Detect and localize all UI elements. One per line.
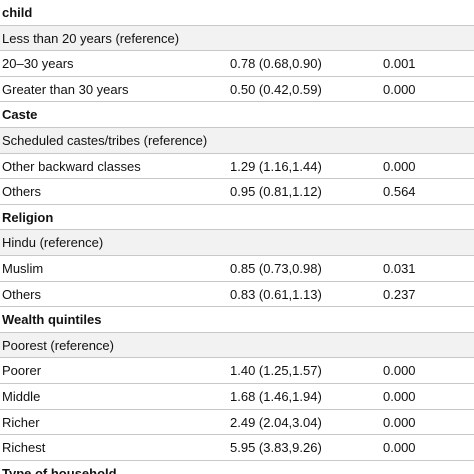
row-label: Poorest (reference) [2, 337, 114, 353]
row-label: Muslim [2, 261, 44, 276]
row-label: Other backward classes [2, 158, 141, 174]
reference-row: Poorest (reference) [0, 332, 474, 359]
odds-ratio: 0.95 (0.81,1.12) [230, 184, 322, 200]
reference-row: Hindu (reference) [0, 230, 474, 256]
section-header: Wealth quintiles [0, 307, 474, 333]
p-value: 0.000 [383, 158, 416, 174]
p-value: 0.000 [383, 363, 416, 379]
row-label: child [2, 5, 33, 20]
odds-ratio: 0.83 (0.61,1.13) [230, 286, 322, 302]
row-label: Religion [2, 209, 54, 225]
row-label: Hindu (reference) [2, 235, 104, 251]
table-row: Other backward classes 1.29 (1.16,1.44) 0.… [0, 154, 474, 180]
row-label: Others [2, 184, 42, 200]
odds-ratio: 1.40 (1.25,1.57) [230, 363, 322, 379]
row-label: Wealth quintiles [2, 312, 102, 328]
row-label: Poorer [2, 363, 42, 379]
row-label: Caste [2, 107, 38, 123]
row-label: Middle [2, 389, 41, 404]
p-value: 0.000 [383, 414, 416, 430]
row-label: Richest [2, 440, 46, 456]
table-row: Richer 2.49 (2.04,3.04) 0.000 [0, 410, 474, 436]
table-row: Middle 1.68 (1.46,1.94) 0.000 [0, 384, 474, 410]
odds-ratio: 1.29 (1.16,1.44) [230, 158, 322, 174]
p-value: 0.237 [383, 286, 416, 302]
p-value: 0.000 [383, 81, 416, 97]
section-header: Caste [0, 102, 474, 128]
odds-ratio: 1.68 (1.46,1.94) [230, 389, 322, 404]
p-value: 0.000 [383, 389, 416, 404]
section-header: Type of household [0, 461, 474, 474]
table-row: Richest 5.95 (3.83,9.26) 0.000 [0, 435, 474, 461]
section-header: child [0, 0, 474, 26]
row-label: 20–30 years [2, 56, 74, 72]
row-label: Greater than 30 years [2, 81, 129, 97]
table-row: Poorer 1.40 (1.25,1.57) 0.000 [0, 358, 474, 384]
p-value: 0.000 [383, 440, 416, 456]
odds-ratio: 0.85 (0.73,0.98) [230, 261, 322, 276]
row-label: Others [2, 286, 42, 302]
row-label: Scheduled castes/tribes (reference) [2, 133, 208, 148]
p-value: 0.001 [383, 56, 416, 72]
odds-ratio: 0.50 (0.42,0.59) [230, 81, 322, 97]
p-value: 0.564 [383, 184, 416, 200]
odds-ratio: 2.49 (2.04,3.04) [230, 414, 322, 430]
odds-ratio: 5.95 (3.83,9.26) [230, 440, 322, 456]
row-label: Less than 20 years (reference) [2, 30, 180, 46]
table-row: 20–30 years 0.78 (0.68,0.90) 0.001 [0, 51, 474, 77]
table-row: Others 0.95 (0.81,1.12) 0.564 [0, 179, 474, 205]
row-label: Richer [2, 414, 40, 430]
section-header: Religion [0, 205, 474, 231]
table-row: Muslim 0.85 (0.73,0.98) 0.031 [0, 256, 474, 282]
table-row: Others 0.83 (0.61,1.13) 0.237 [0, 282, 474, 308]
row-label: Type of household [2, 465, 117, 474]
odds-ratio: 0.78 (0.68,0.90) [230, 56, 322, 72]
p-value: 0.031 [383, 261, 416, 276]
table-row: Greater than 30 years 0.50 (0.42,0.59) 0.0… [0, 77, 474, 103]
reference-row: Scheduled castes/tribes (reference) [0, 128, 474, 154]
reference-row: Less than 20 years (reference) [0, 25, 474, 52]
